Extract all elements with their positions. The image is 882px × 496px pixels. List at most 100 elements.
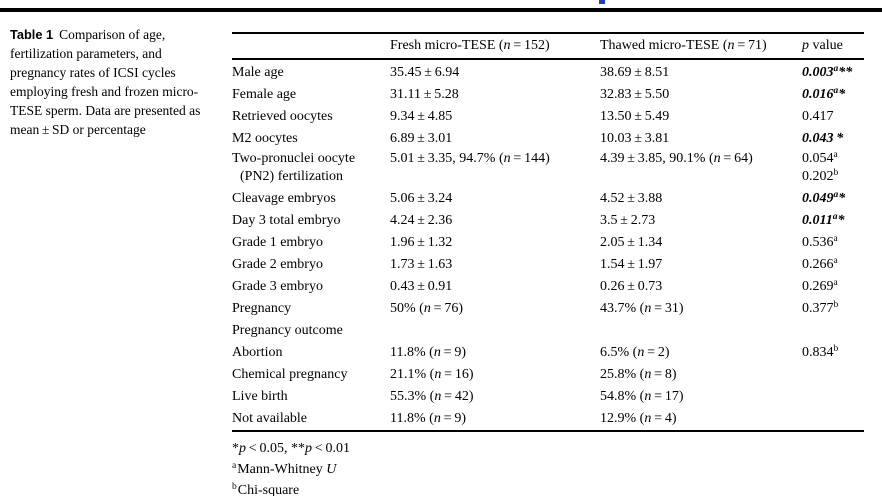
row-label: Retrieved oocytes <box>232 109 333 124</box>
cell-pvalue: 0.011a* <box>802 212 845 228</box>
row-label: Pregnancy <box>232 301 292 316</box>
row-label: Not available <box>232 411 308 426</box>
row-label: Grade 2 embryo <box>232 257 323 272</box>
cell-thawed: 4.52 ± 3.88 <box>600 191 663 206</box>
table-row: Male age 35.45 ± 6.94 38.69 ± 8.51 0.003a** <box>232 62 864 84</box>
cell-pvalue: 0.049a* <box>802 190 846 206</box>
cell-thawed: 32.83 ± 5.50 <box>600 87 670 102</box>
row-label-cell: Two-pronuclei oocyte (PN2) fertilization <box>232 150 390 186</box>
row-label-line2: (PN2) fertilization <box>240 169 344 184</box>
row-label-cell: Not available <box>232 408 390 430</box>
table-header-row: Fresh micro-TESE (n = 152) Thawed micro-… <box>232 34 864 58</box>
row-label: Pregnancy outcome <box>232 323 343 338</box>
cell-fresh: 50% (n = 76) <box>390 301 463 316</box>
table-rule-top <box>232 32 864 34</box>
table-row: Chemical pregnancy 21.1% (n = 16) 25.8% (n… <box>232 364 864 386</box>
table-row: M2 oocytes 6.89 ± 3.01 10.03 ± 3.81 0.043 * <box>232 128 864 150</box>
caption-text: Comparison of age, fertilization paramet… <box>10 27 201 137</box>
row-label: Grade 1 embryo <box>232 235 323 250</box>
row-label: Abortion <box>232 345 283 360</box>
cell-pvalue <box>802 408 864 430</box>
row-label-cell: Chemical pregnancy <box>232 364 390 386</box>
cell-fresh: 5.01 ± 3.35, 94.7% (n = 144) <box>390 151 550 166</box>
header-col-fresh: Fresh micro-TESE (n = 152) <box>390 37 550 53</box>
cell-thawed: 13.50 ± 5.49 <box>600 109 670 124</box>
footnotes: *p < 0.05, **p < 0.01 aMann-Whitney U bC… <box>232 432 864 496</box>
cell-fresh: 6.89 ± 3.01 <box>390 131 453 146</box>
cell-thawed: 10.03 ± 3.81 <box>600 131 670 146</box>
row-label-cell: M2 oocytes <box>232 128 390 150</box>
table-row: Pregnancy outcome <box>232 320 864 342</box>
row-label: Female age <box>232 87 297 102</box>
cell-fresh <box>390 320 600 342</box>
cell-fresh: 35.45 ± 6.94 <box>390 65 460 80</box>
cell-pvalue: 0.536a <box>802 234 838 250</box>
cell-thawed: 43.7% (n = 31) <box>600 301 684 316</box>
footnote-significance: *p < 0.05, **p < 0.01 <box>232 440 351 456</box>
cell-fresh: 4.24 ± 2.36 <box>390 213 453 228</box>
cell-thawed: 12.9% (n = 4) <box>600 411 677 426</box>
cell-thawed: 1.54 ± 1.97 <box>600 257 663 272</box>
table-rule-header <box>232 57 864 60</box>
table-caption: Table 1 Comparison of age, fertilization … <box>10 25 218 139</box>
row-label-cell: Male age <box>232 62 390 84</box>
table-row: Female age 31.11 ± 5.28 32.83 ± 5.50 0.016a… <box>232 84 864 106</box>
header-col-thawed: Thawed micro-TESE (n = 71) <box>600 37 767 53</box>
cell-fresh: 5.06 ± 3.24 <box>390 191 453 206</box>
row-label-cell: Cleavage embryos <box>232 188 390 210</box>
table-body: Male age 35.45 ± 6.94 38.69 ± 8.51 0.003a**… <box>232 60 864 430</box>
row-label-cell: Grade 3 embryo <box>232 276 390 298</box>
cell-pvalue: 0.377b <box>802 300 839 316</box>
row-label-cell: Day 3 total embryo <box>232 210 390 232</box>
cell-pvalue: 0.054a 0.202b <box>802 150 839 184</box>
header-col-pvalue: p value <box>802 37 843 53</box>
cell-fresh: 21.1% (n = 16) <box>390 367 474 382</box>
row-label-cell: Abortion <box>232 342 390 364</box>
row-label-cell: Pregnancy <box>232 298 390 320</box>
row-label: Male age <box>232 65 284 80</box>
table-row: Not available 11.8% (n = 9) 12.9% (n = 4) <box>232 408 864 430</box>
cell-pvalue: 0.269a <box>802 278 838 294</box>
cell-pvalue: 0.003a** <box>802 64 853 80</box>
table-row: Day 3 total embryo 4.24 ± 2.36 3.5 ± 2.73 0… <box>232 210 864 232</box>
row-label-cell: Retrieved oocytes <box>232 106 390 128</box>
table-row: Pregnancy 50% (n = 76) 43.7% (n = 31) 0.377… <box>232 298 864 320</box>
cell-thawed <box>600 320 802 342</box>
row-label-cell: Grade 2 embryo <box>232 254 390 276</box>
row-label: Grade 3 embryo <box>232 279 323 294</box>
cell-fresh: 1.73 ± 1.63 <box>390 257 453 272</box>
cell-pvalue: 0.417 <box>802 109 834 124</box>
table-row: Abortion 11.8% (n = 9) 6.5% (n = 2) 0.834b <box>232 342 864 364</box>
cell-thawed: 2.05 ± 1.34 <box>600 235 663 250</box>
comparison-table: Fresh micro-TESE (n = 152) Thawed micro-… <box>232 32 864 496</box>
crop-artifact <box>599 0 605 4</box>
cell-fresh: 1.96 ± 1.32 <box>390 235 453 250</box>
page-top-rule <box>0 8 882 12</box>
row-label-cell: Pregnancy outcome <box>232 320 390 342</box>
table-row: Grade 3 embryo 0.43 ± 0.91 0.26 ± 0.73 0.26… <box>232 276 864 298</box>
cell-pvalue: 0.834b <box>802 344 839 360</box>
row-label: Two-pronuclei oocyte <box>232 151 356 166</box>
table-row: Two-pronuclei oocyte (PN2) fertilization 5… <box>232 150 864 188</box>
cell-fresh: 9.34 ± 4.85 <box>390 109 453 124</box>
table-row: Grade 1 embryo 1.96 ± 1.32 2.05 ± 1.34 0.53… <box>232 232 864 254</box>
cell-thawed: 4.39 ± 3.85, 90.1% (n = 64) <box>600 151 753 166</box>
table-row: Retrieved oocytes 9.34 ± 4.85 13.50 ± 5.49… <box>232 106 864 128</box>
row-label-cell: Grade 1 embryo <box>232 232 390 254</box>
footnote-mann-whitney: aMann-Whitney U <box>232 460 337 477</box>
cell-pvalue <box>802 386 864 408</box>
cell-pvalue <box>802 320 864 342</box>
cell-fresh: 11.8% (n = 9) <box>390 411 466 426</box>
table-row: Live birth 55.3% (n = 42) 54.8% (n = 17) <box>232 386 864 408</box>
row-label: Live birth <box>232 389 288 404</box>
cell-fresh: 55.3% (n = 42) <box>390 389 474 404</box>
header-col-empty <box>232 34 390 58</box>
cell-thawed: 25.8% (n = 8) <box>600 367 677 382</box>
cell-fresh: 31.11 ± 5.28 <box>390 87 459 102</box>
footnote-chi-square: bChi-square <box>232 481 300 496</box>
cell-thawed: 6.5% (n = 2) <box>600 345 670 360</box>
cell-pvalue <box>802 364 864 386</box>
row-label: Cleavage embryos <box>232 191 336 206</box>
row-label: Day 3 total embryo <box>232 213 341 228</box>
